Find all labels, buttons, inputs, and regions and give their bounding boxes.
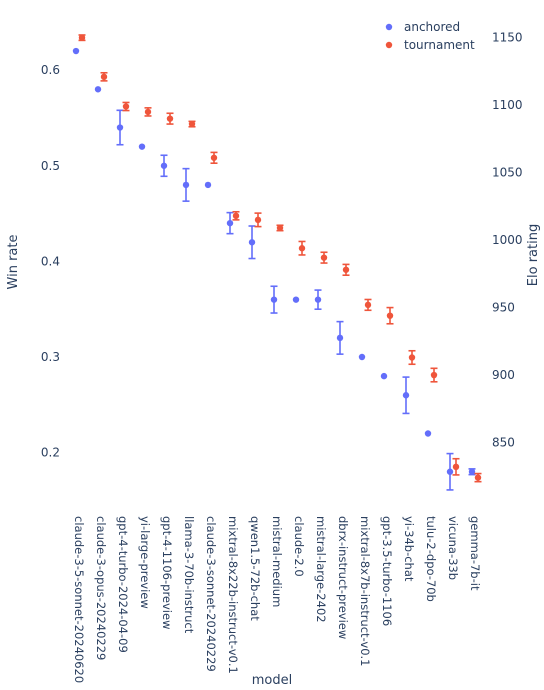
y-tick-label-left: 0.2 bbox=[41, 446, 60, 460]
x-tick-label: claude-3-5-sonnet-20240620 bbox=[72, 516, 86, 683]
y-tick-label-right: 1150 bbox=[492, 31, 523, 45]
data-point bbox=[468, 468, 476, 475]
legend-marker-tournament bbox=[385, 41, 393, 49]
data-point bbox=[446, 468, 454, 475]
data-point bbox=[204, 181, 212, 189]
data-point bbox=[430, 371, 438, 379]
data-point bbox=[166, 115, 174, 122]
x-tick-label: gpt-4-1106-preview bbox=[160, 516, 174, 629]
y-tick-label-left: 0.5 bbox=[41, 159, 60, 173]
data-point bbox=[424, 430, 432, 437]
x-tick-label: yi-34b-chat bbox=[402, 516, 416, 582]
data-point bbox=[314, 296, 322, 303]
y-tick-label-right: 950 bbox=[492, 301, 515, 315]
series-tournament bbox=[78, 34, 482, 483]
x-tick-label: dbrx-instruct-preview bbox=[336, 516, 350, 639]
series-anchored bbox=[72, 47, 476, 491]
legend[interactable]: anchored tournament bbox=[372, 13, 475, 57]
y-tick-label-left: 0.3 bbox=[41, 350, 60, 364]
data-point bbox=[336, 334, 344, 342]
y-tick-label-right: 1100 bbox=[492, 98, 523, 112]
x-tick-label: claude-3-sonnet-20240229 bbox=[204, 516, 218, 672]
data-point bbox=[380, 372, 388, 380]
data-point bbox=[138, 143, 146, 150]
x-axis-title: model bbox=[252, 673, 292, 688]
data-point bbox=[144, 108, 152, 116]
x-tick-label: gpt-4-turbo-2024-04-09 bbox=[116, 516, 130, 653]
data-point bbox=[452, 463, 460, 471]
data-point bbox=[270, 296, 278, 303]
y-tick-label-right: 1050 bbox=[492, 166, 523, 180]
data-point bbox=[364, 301, 372, 309]
x-tick-label: yi-large-preview bbox=[138, 516, 152, 609]
legend-item-tournament[interactable]: tournament bbox=[385, 38, 475, 52]
data-point bbox=[72, 47, 80, 55]
data-point bbox=[320, 254, 328, 261]
y-tick-label-right: 1000 bbox=[492, 233, 523, 247]
data-point bbox=[254, 216, 262, 224]
x-tick-label: mixtral-8x22b-instruct-v0.1 bbox=[226, 516, 240, 674]
x-tick-label: mistral-medium bbox=[270, 516, 284, 607]
x-tick-label: tulu-2-dpo-70b bbox=[424, 516, 438, 602]
data-point bbox=[78, 34, 86, 41]
data-point bbox=[386, 312, 394, 319]
data-point bbox=[402, 392, 410, 399]
legend-item-anchored[interactable]: anchored bbox=[385, 20, 460, 34]
x-tick-label: vicuna-33b bbox=[446, 516, 460, 580]
data-point bbox=[122, 103, 130, 110]
x-tick-label: qwen1.5-72b-chat bbox=[248, 516, 262, 621]
legend-background bbox=[372, 13, 474, 57]
legend-label-tournament: tournament bbox=[404, 38, 475, 52]
data-point bbox=[342, 266, 350, 273]
data-point bbox=[276, 224, 284, 232]
data-point bbox=[474, 474, 482, 481]
data-point bbox=[160, 162, 168, 169]
y-tick-label-left: 0.6 bbox=[41, 63, 60, 77]
y-axis-title-left: Win rate bbox=[6, 235, 21, 290]
x-tick-label: claude-3-opus-20240229 bbox=[94, 516, 108, 660]
legend-marker-anchored bbox=[385, 23, 393, 31]
x-tick-label: mixtral-8x7b-instruct-v0.1 bbox=[358, 516, 372, 667]
x-axis: claude-3-5-sonnet-20240620 claude-3-opus-… bbox=[72, 516, 482, 683]
x-tick-label: gpt-3.5-turbo-1106 bbox=[380, 516, 394, 626]
x-tick-label: llama-3-70b-instruct bbox=[182, 516, 196, 634]
x-tick-label: claude-2.0 bbox=[292, 516, 306, 577]
y-tick-label-right: 900 bbox=[492, 368, 515, 382]
data-point bbox=[292, 296, 300, 303]
x-tick-label: gemma-7b-it bbox=[468, 516, 482, 591]
data-point bbox=[94, 86, 102, 93]
data-point bbox=[408, 354, 416, 361]
y-axis-right: 850 900 950 1000 1050 1100 1150 bbox=[492, 31, 523, 450]
y-tick-label-right: 850 bbox=[492, 436, 515, 450]
data-point bbox=[182, 181, 190, 189]
data-point bbox=[188, 120, 196, 128]
y-axis-title-right: Elo rating bbox=[526, 224, 541, 286]
y-tick-label-left: 0.4 bbox=[41, 254, 60, 268]
legend-label-anchored: anchored bbox=[404, 20, 460, 34]
y-axis-left: 0.2 0.3 0.4 0.5 0.6 bbox=[41, 63, 60, 459]
data-point bbox=[116, 124, 124, 131]
data-point bbox=[100, 73, 108, 81]
data-point bbox=[226, 219, 234, 227]
data-point bbox=[358, 353, 366, 361]
x-tick-label: mistral-large-2402 bbox=[314, 516, 328, 623]
data-point bbox=[210, 154, 218, 161]
data-point bbox=[232, 212, 240, 220]
data-point bbox=[298, 245, 306, 252]
data-point bbox=[248, 239, 256, 246]
